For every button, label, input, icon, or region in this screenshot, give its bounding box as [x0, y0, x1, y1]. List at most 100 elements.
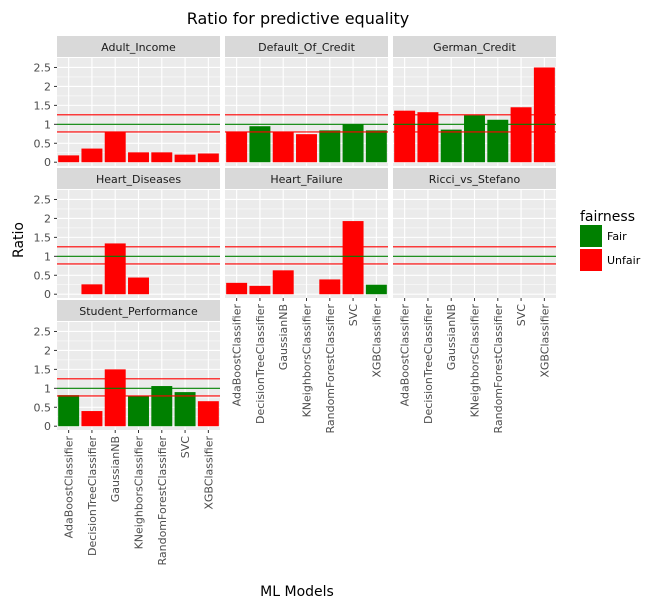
- chart-title: Ratio for predictive equality: [187, 9, 410, 28]
- y-axis-title: Ratio: [11, 222, 27, 258]
- facet-strip-label: Default_Of_Credit: [258, 41, 355, 54]
- facet-German_Credit: German_Credit: [393, 36, 556, 166]
- facet-strip-label: Adult_Income: [101, 41, 176, 54]
- y-tick-label: 1: [44, 118, 51, 131]
- y-tick-label: 1.5: [34, 231, 52, 244]
- facet-Ricci_vs_Stefano: Ricci_vs_Stefano: [393, 168, 556, 301]
- facet-strip: [393, 36, 556, 57]
- bar-RandomForestClassifier: [151, 386, 173, 427]
- y-tick-label: 2.5: [34, 61, 52, 74]
- bar-GaussianNB: [104, 131, 126, 163]
- y-tick-label: 0.5: [34, 269, 52, 282]
- legend-label-unfair: Unfair: [607, 254, 641, 267]
- bar-DecisionTreeClassifier: [81, 284, 103, 295]
- x-tick-label: RandomForestClassifier: [324, 304, 337, 434]
- x-tick-label: XGBClassifier: [538, 304, 551, 378]
- bar-KNeighborsClassifier: [128, 395, 149, 427]
- x-tick-label: KNeighborsClassifier: [301, 304, 314, 418]
- bar-XGBClassifier: [197, 153, 219, 163]
- bar-SVC: [174, 154, 196, 163]
- y-tick-label: 0.5: [34, 137, 52, 150]
- x-tick-label: DecisionTreeClassifier: [254, 304, 267, 424]
- y-tick-label: 2: [44, 80, 51, 93]
- bar-RandomForestClassifier: [319, 279, 341, 295]
- x-tick-label: RandomForestClassifier: [156, 436, 169, 566]
- x-tick-label: GaussianNB: [109, 436, 122, 502]
- facet-strip-label: Heart_Diseases: [96, 173, 181, 186]
- y-tick-label: 1.5: [34, 363, 52, 376]
- y-tick-label: 2: [44, 344, 51, 357]
- facet-Default_Of_Credit: Default_Of_Credit: [225, 36, 388, 166]
- x-tick-label: GaussianNB: [277, 304, 290, 370]
- x-tick-label: AdaBoostClassifier: [63, 436, 76, 539]
- legend: fairness Fair Unfair: [580, 209, 641, 271]
- bar-DecisionTreeClassifier: [81, 148, 103, 163]
- bar-GaussianNB: [440, 129, 462, 163]
- bar-RandomForestClassifier: [487, 119, 509, 163]
- facet-strip-label: Heart_Failure: [270, 173, 343, 186]
- bar-GaussianNB: [104, 243, 126, 295]
- bar-DecisionTreeClassifier: [249, 126, 271, 163]
- bar-AdaBoostClassifier: [58, 395, 80, 427]
- facet-Student_Performance: Student_Performance 0 0.5 1 1.5 2 2.5: [34, 300, 220, 433]
- bar-KNeighborsClassifier: [464, 115, 485, 163]
- y-tick-label: 0.5: [34, 401, 52, 414]
- x-tick-label: RandomForestClassifier: [492, 304, 505, 434]
- bar-GaussianNB: [104, 369, 126, 427]
- facet-strip-label: Student_Performance: [79, 305, 198, 318]
- legend-title: fairness: [580, 209, 635, 225]
- legend-swatch-fair: [580, 225, 602, 247]
- bar-SVC: [510, 107, 532, 163]
- y-tick-label: 1: [44, 250, 51, 263]
- bar-KNeighborsClassifier: [128, 277, 149, 295]
- facet-Adult_Income: Adult_Income 0 0.5 1 1.5 2 2.5: [34, 36, 220, 169]
- legend-label-fair: Fair: [607, 230, 627, 243]
- bar-AdaBoostClassifier: [226, 282, 248, 295]
- x-tick-label: SVC: [515, 304, 528, 327]
- bar-RandomForestClassifier: [151, 152, 173, 163]
- bar-XGBClassifier: [197, 401, 219, 427]
- y-tick-label: 2.5: [34, 325, 52, 338]
- bar-XGBClassifier: [365, 284, 387, 295]
- bar-XGBClassifier: [365, 130, 387, 163]
- x-tick-label: DecisionTreeClassifier: [86, 436, 99, 556]
- x-tick-label: SVC: [347, 304, 360, 327]
- facet-strip: [225, 168, 388, 189]
- bar-AdaBoostClassifier: [226, 131, 248, 163]
- x-tick-label: AdaBoostClassifier: [231, 304, 244, 407]
- bar-DecisionTreeClassifier: [81, 411, 103, 427]
- facet-strip-label: Ricci_vs_Stefano: [429, 173, 521, 186]
- bar-SVC: [342, 124, 364, 163]
- facet-strip: [57, 168, 220, 189]
- bar-GaussianNB: [272, 131, 294, 163]
- facet-strip: [57, 36, 220, 57]
- bar-GaussianNB: [272, 270, 294, 295]
- facet-Heart_Diseases: Heart_Diseases 0 0.5 1 1.5 2 2.5: [34, 168, 220, 301]
- bar-SVC: [174, 392, 196, 427]
- facet-strip: [57, 300, 220, 321]
- facet-strip-label: German_Credit: [433, 41, 516, 54]
- y-tick-label: 1: [44, 382, 51, 395]
- bar-SVC: [342, 221, 364, 295]
- x-tick-label: KNeighborsClassifier: [469, 304, 482, 418]
- y-tick-label: 2.5: [34, 193, 52, 206]
- legend-swatch-unfair: [580, 249, 602, 271]
- x-tick-label: DecisionTreeClassifier: [422, 304, 435, 424]
- bar-AdaBoostClassifier: [394, 110, 416, 163]
- bar-KNeighborsClassifier: [128, 152, 149, 163]
- bar-KNeighborsClassifier: [296, 134, 317, 163]
- x-tick-label: GaussianNB: [445, 304, 458, 370]
- bar-DecisionTreeClassifier: [249, 285, 271, 295]
- y-tick-label: 0: [44, 156, 51, 169]
- x-tick-label: XGBClassifier: [202, 436, 215, 510]
- x-tick-label: KNeighborsClassifier: [133, 436, 146, 550]
- x-tick-label: XGBClassifier: [370, 304, 383, 378]
- y-tick-label: 0: [44, 420, 51, 433]
- x-tick-labels: AdaBoostClassifier DecisionTreeClassifier…: [63, 304, 552, 566]
- bar-RandomForestClassifier: [319, 130, 341, 163]
- x-tick-label: SVC: [179, 436, 192, 459]
- facet-Heart_Failure: Heart_Failure: [225, 168, 388, 301]
- facet-strip: [225, 36, 388, 57]
- facet-strip: [393, 168, 556, 189]
